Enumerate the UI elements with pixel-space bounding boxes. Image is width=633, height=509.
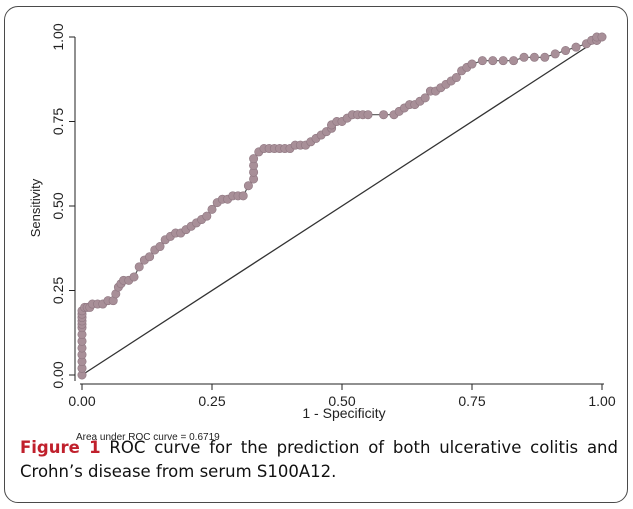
roc-point <box>129 272 139 282</box>
x-axis-label: 1 - Specificity <box>302 405 385 421</box>
y-tick-label: 1.00 <box>50 23 66 50</box>
y-axis-label: Sensitivity <box>28 178 43 237</box>
x-tick-label: 0.50 <box>328 393 355 409</box>
figure-frame <box>4 6 628 503</box>
roc-point <box>202 211 212 221</box>
roc-point <box>467 59 477 69</box>
figure-label: Figure 1 <box>20 438 101 457</box>
x-tick-label: 0.00 <box>68 393 95 409</box>
x-tick-label: 0.75 <box>458 393 485 409</box>
y-tick-label: 0.25 <box>50 277 66 304</box>
roc-point <box>207 204 217 214</box>
x-tick-label: 0.25 <box>198 393 225 409</box>
x-tick-label: 1.00 <box>588 393 615 409</box>
figure-caption: Figure 1 ROC curve for the prediction of… <box>20 436 618 484</box>
reference-diagonal-line <box>81 36 603 376</box>
roc-point <box>379 110 389 120</box>
roc-point <box>498 56 508 66</box>
chart-axes <box>74 37 604 385</box>
roc-point <box>519 52 529 62</box>
auc-annotation: Area under ROC curve = 0.6719 <box>76 432 220 443</box>
roc-point <box>363 110 373 120</box>
roc-point <box>550 49 560 59</box>
caption-text: ROC curve for the prediction of both ulc… <box>20 438 618 481</box>
roc-point <box>238 191 248 201</box>
y-tick-label: 0.00 <box>50 361 66 388</box>
roc-point <box>509 56 519 66</box>
roc-point <box>488 56 498 66</box>
roc-point <box>243 181 253 191</box>
roc-point <box>420 93 430 103</box>
roc-point <box>249 154 259 164</box>
roc-point <box>134 262 144 272</box>
roc-point <box>597 32 607 42</box>
roc-point <box>477 56 487 66</box>
y-tick-label: 0.50 <box>50 192 66 219</box>
y-axis-ticks: 0.00 0.25 0.50 0.75 1.00 <box>50 23 75 389</box>
roc-point <box>561 46 571 56</box>
roc-point <box>451 73 461 83</box>
roc-point <box>155 242 165 252</box>
roc-point <box>145 252 155 262</box>
roc-point <box>529 52 539 62</box>
roc-point <box>540 52 550 62</box>
roc-point <box>571 42 581 52</box>
x-axis-ticks: 0.00 0.25 0.50 0.75 1.00 <box>68 384 616 409</box>
y-tick-label: 0.75 <box>50 108 66 135</box>
roc-curve <box>77 32 607 380</box>
